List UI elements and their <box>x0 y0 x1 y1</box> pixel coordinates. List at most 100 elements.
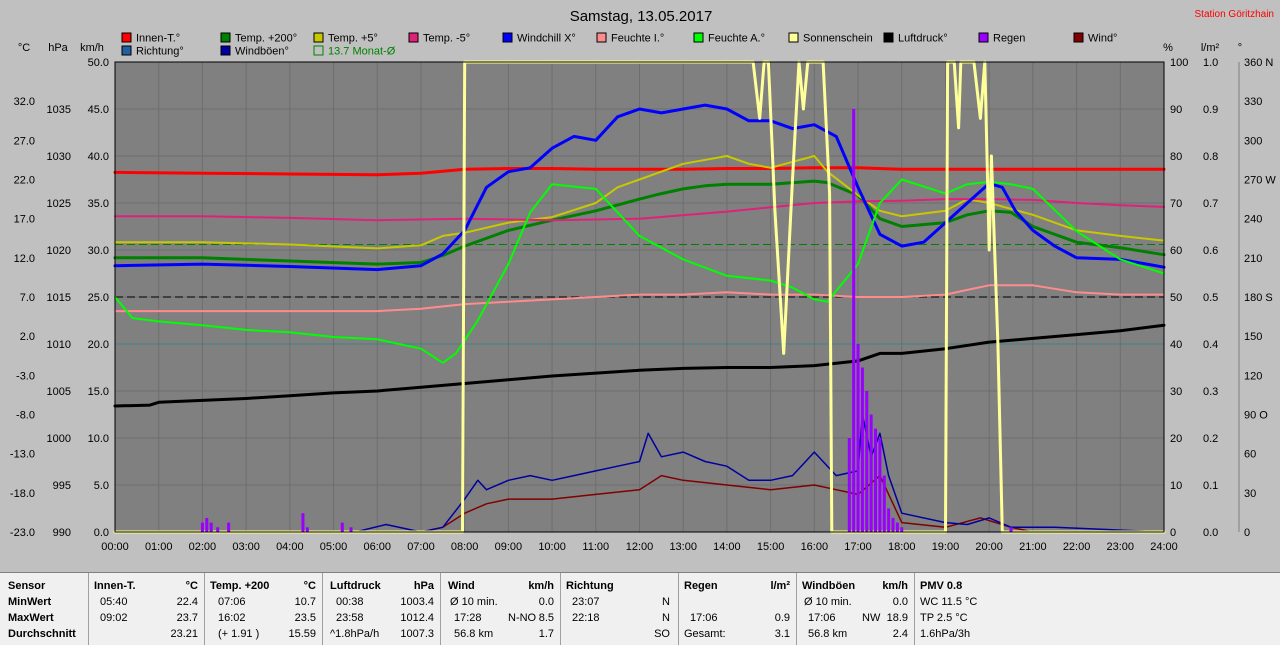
legend-label-temp5: Temp. +5° <box>328 33 378 45</box>
stats-regen-title: Regen <box>684 580 718 592</box>
stats-regen-total-label: Gesamt: <box>684 628 726 640</box>
legend-swatch-richtung <box>121 45 132 56</box>
stats-richtung-max-value: N <box>662 612 670 624</box>
direction-tick-label: 210 <box>1244 253 1262 265</box>
stats-richtung: Richtung 23:07 N 22:18 N SO <box>560 573 679 645</box>
legend-label-luftdruck: Luftdruck° <box>898 33 948 45</box>
kmh-tick-label: 40.0 <box>88 151 109 163</box>
statistics-table: Sensor MinWert MaxWert Durchschnitt Inne… <box>0 572 1280 645</box>
x-tick-label: 23:00 <box>1107 541 1135 553</box>
stats-windboeen-unit: km/h <box>882 580 908 592</box>
series-windb-en <box>114 413 1165 533</box>
x-tick-label: 02:00 <box>189 541 217 553</box>
celsius-tick-label: 12.0 <box>14 253 35 265</box>
series-regen-bar <box>301 513 305 532</box>
celsius-tick-label: 32.0 <box>14 96 35 108</box>
hpa-tick-label: 1015 <box>47 292 71 304</box>
x-tick-label: 12:00 <box>626 541 654 553</box>
axis-unit-celsius: °C <box>18 42 30 54</box>
direction-tick-label: 30 <box>1244 488 1256 500</box>
series-windchill-x-line <box>113 103 1166 272</box>
series-temp-5 <box>114 155 1165 250</box>
stats-regen: Regen l/m² 17:06 0.9 Gesamt: 3.1 <box>678 573 797 645</box>
stats-luftdruck: Luftdruck hPa 00:38 1003.4 23:58 1012.4 … <box>322 573 441 645</box>
stats-wind-max-value: 8.5 <box>538 612 554 624</box>
kmh-tick-label: 30.0 <box>88 245 109 257</box>
series-temp-5-line <box>114 198 1165 222</box>
axis-unit-rain: l/m² <box>1201 42 1220 54</box>
series-regen-bar <box>305 527 309 532</box>
x-tick-label: 01:00 <box>145 541 173 553</box>
stats-luftdruck-avg-value: 1007.3 <box>400 628 434 640</box>
x-tick-label: 19:00 <box>932 541 960 553</box>
series-regen-bar <box>216 527 220 532</box>
percent-tick-label: 90 <box>1170 104 1182 116</box>
stats-pmv-dewpoint: TP 2.5 °C <box>920 612 968 624</box>
series-regen-bar <box>887 508 891 532</box>
series-feuchte-i-line <box>114 284 1165 313</box>
stats-luftdruck-max-value: 1012.4 <box>400 612 434 624</box>
x-tick-label: 10:00 <box>538 541 566 553</box>
legend-swatch-innen <box>121 32 132 43</box>
hpa-tick-label: 1025 <box>47 198 71 210</box>
rain-tick-label: 0.9 <box>1203 104 1218 116</box>
hpa-tick-label: 1010 <box>47 339 71 351</box>
direction-tick-label: 270 W <box>1244 175 1276 187</box>
series-innen-t <box>113 166 1166 177</box>
legend-label-regen: Regen <box>993 33 1025 45</box>
kmh-tick-label: 5.0 <box>94 480 109 492</box>
stats-luftdruck-min-time: 00:38 <box>336 596 364 608</box>
celsius-tick-label: 2.0 <box>20 331 35 343</box>
stats-innen-min-value: 22.4 <box>176 596 198 608</box>
plot-frame <box>114 61 1165 533</box>
station-name: Station Göritzhain <box>1195 9 1275 20</box>
rain-tick-label: 1.0 <box>1203 57 1218 69</box>
stats-temp200-avg-value: 15.59 <box>288 628 316 640</box>
kmh-tick-label: 25.0 <box>88 292 109 304</box>
stats-pmv-windchill: WC 11.5 °C <box>920 596 978 608</box>
kmh-tick-label: 15.0 <box>88 386 109 398</box>
stats-luftdruck-min-value: 1003.4 <box>400 596 434 608</box>
percent-tick-label: 20 <box>1170 433 1182 445</box>
stats-richtung-avg-value: SO <box>654 628 670 640</box>
weather-chart: Samstag, 13.05.2017 Station Göritzhain I… <box>10 8 1276 553</box>
stats-temp200-min-value: 10.7 <box>294 596 316 608</box>
percent-tick-label: 50 <box>1170 292 1182 304</box>
rain-tick-label: 0.3 <box>1203 386 1218 398</box>
stats-wind-unit: km/h <box>528 580 554 592</box>
stats-windboeen-max-direction: NW <box>862 612 881 624</box>
legend-label-temp200: Temp. +200° <box>235 33 297 45</box>
series-windchill-x <box>113 103 1166 272</box>
series-regen-bar <box>200 522 204 532</box>
stats-row-label-avg: Durchschnitt <box>8 628 76 640</box>
legend-swatch-sonne <box>788 32 799 43</box>
legend-swatch-regen <box>978 32 989 43</box>
stats-windboeen-title: Windböen <box>802 580 856 592</box>
stats-luftdruck-max-time: 23:58 <box>336 612 364 624</box>
legend-label-windboeen: Windböen° <box>235 46 289 58</box>
direction-tick-label: 180 S <box>1244 292 1273 304</box>
percent-tick-label: 10 <box>1170 480 1182 492</box>
percent-tick-label: 80 <box>1170 151 1182 163</box>
hpa-tick-label: 990 <box>53 527 71 539</box>
chart-title: Samstag, 13.05.2017 <box>570 8 713 25</box>
celsius-tick-label: -3.0 <box>16 370 35 382</box>
rain-tick-label: 0.7 <box>1203 198 1218 210</box>
x-tick-label: 11:00 <box>582 541 609 553</box>
stats-regen-max-time: 17:06 <box>690 612 718 624</box>
rain-tick-label: 0.5 <box>1203 292 1218 304</box>
series-regen-bar <box>895 522 899 532</box>
series-temp-5 <box>114 198 1165 222</box>
x-tick-label: 15:00 <box>757 541 785 553</box>
celsius-tick-label: -13.0 <box>10 449 35 461</box>
stats-richtung-min-time: 23:07 <box>572 596 600 608</box>
series-regen-bar <box>209 522 213 532</box>
legend-label-innen: Innen-T.° <box>136 33 180 45</box>
stats-richtung-title: Richtung <box>566 580 614 592</box>
percent-tick-label: 60 <box>1170 245 1182 257</box>
stats-windboeen-row1-label: Ø 10 min. <box>804 596 852 608</box>
stats-wind-row1-value: 0.0 <box>538 596 554 608</box>
direction-tick-label: 90 O <box>1244 410 1268 422</box>
rain-tick-label: 0.1 <box>1203 480 1218 492</box>
celsius-tick-label: -23.0 <box>10 527 35 539</box>
